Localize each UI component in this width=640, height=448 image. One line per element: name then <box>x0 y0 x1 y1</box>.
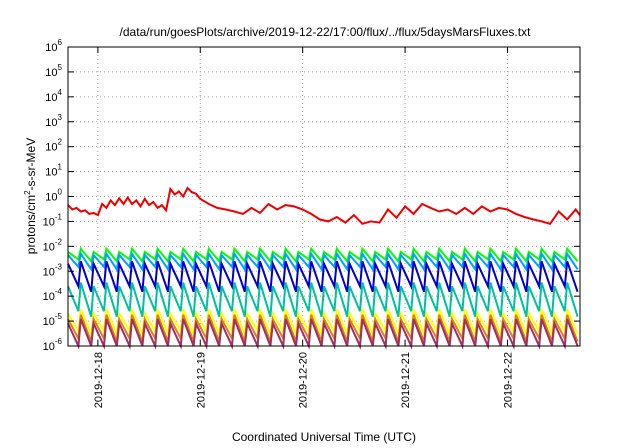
y-tick-exponent: 4 <box>58 88 63 97</box>
y-tick-base: 10 <box>45 117 57 129</box>
x-tick-label: 2019-12-21 <box>400 352 412 408</box>
y-tick-base: 10 <box>43 266 55 278</box>
y-tick-exponent: -1 <box>55 212 63 221</box>
data-series <box>67 186 581 350</box>
y-tick-label: 10-6 <box>43 337 63 353</box>
y-tick-exponent: -2 <box>55 237 63 246</box>
x-axis-label: Coordinated Universal Time (UTC) <box>232 430 416 444</box>
y-tick-exponent: 1 <box>58 163 63 172</box>
y-tick-label: 10-1 <box>43 212 63 228</box>
y-tick-label: 106 <box>45 38 62 54</box>
y-tick-exponent: 3 <box>58 113 63 122</box>
x-tick-label: 2019-12-22 <box>502 352 514 408</box>
series-line-7 <box>67 318 579 350</box>
y-tick-base: 10 <box>45 167 57 179</box>
y-tick-label: 10-4 <box>43 287 63 303</box>
y-tick-label: 105 <box>45 63 62 79</box>
y-tick-exponent: 5 <box>58 63 63 72</box>
series-line-0 <box>67 186 581 225</box>
y-axis-label: protons/cm2-s-sr-MeV <box>23 138 38 254</box>
series-line-3 <box>67 259 579 293</box>
x-tick-label: 2019-12-20 <box>298 352 310 408</box>
y-tick-label: 104 <box>45 88 62 104</box>
series-line-2 <box>67 251 579 272</box>
y-tick-base: 10 <box>45 192 57 204</box>
chart-title: /data/run/goesPlots/archive/2019-12-22/1… <box>120 25 532 39</box>
y-tick-label: 10-2 <box>43 237 63 253</box>
y-tick-base: 10 <box>43 216 55 228</box>
x-axis: 2019-12-18 2019-12-19 2019-12-20 2019-12-21… <box>93 47 514 408</box>
y-tick-base: 10 <box>45 67 57 79</box>
y-tick-exponent: 0 <box>58 188 63 197</box>
y-tick-label: 102 <box>45 138 62 154</box>
y-tick-base: 10 <box>45 42 57 54</box>
y-tick-base: 10 <box>45 142 57 154</box>
series-line-4 <box>67 282 579 317</box>
y-tick-base: 10 <box>43 291 55 303</box>
x-tick-label: 2019-12-18 <box>93 352 105 408</box>
y-tick-label: 103 <box>45 113 62 129</box>
y-tick-label: 10-5 <box>43 312 63 328</box>
y-tick-base: 10 <box>43 241 55 253</box>
y-tick-exponent: -5 <box>55 312 63 321</box>
y-tick-base: 10 <box>45 92 57 104</box>
y-axis: 10-610-510-410-310-210-11001011021031041… <box>43 38 580 353</box>
y-tick-base: 10 <box>43 341 55 353</box>
y-tick-label: 10-3 <box>43 262 63 278</box>
y-tick-exponent: -6 <box>55 337 63 346</box>
y-tick-base: 10 <box>43 316 55 328</box>
x-tick-label: 2019-12-19 <box>195 352 207 408</box>
grid-lines <box>68 47 580 346</box>
y-tick-exponent: -3 <box>55 262 63 271</box>
y-tick-exponent: -4 <box>55 287 63 296</box>
y-tick-label: 101 <box>45 163 62 179</box>
y-tick-label: 100 <box>45 188 62 204</box>
y-tick-exponent: 6 <box>58 38 63 47</box>
y-tick-exponent: 2 <box>58 138 63 147</box>
